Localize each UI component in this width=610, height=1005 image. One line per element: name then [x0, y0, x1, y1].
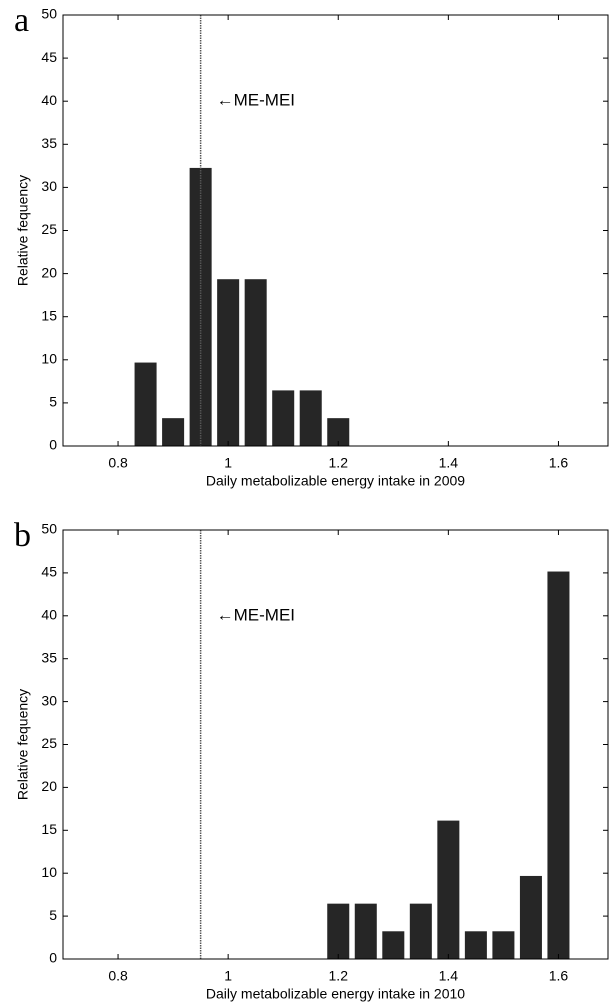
y-tick-label: 50: [41, 521, 57, 537]
y-tick-label: 40: [41, 92, 57, 108]
x-tick-label: 0.8: [108, 455, 128, 471]
bar: [162, 418, 185, 446]
bar: [272, 390, 295, 446]
x-axis-label: Daily metabolizable energy intake in 200…: [206, 473, 465, 489]
bar: [382, 931, 405, 959]
x-tick-label: 1.4: [439, 455, 459, 471]
y-tick-label: 0: [49, 950, 57, 966]
y-tick-label: 5: [49, 394, 57, 410]
y-tick-label: 30: [41, 178, 57, 194]
y-tick-label: 5: [49, 907, 57, 923]
y-tick-label: 20: [41, 778, 57, 794]
annotation: ←ME-MEI: [217, 91, 295, 110]
y-tick-label: 45: [41, 564, 57, 580]
bar: [354, 903, 377, 959]
bar: [464, 931, 487, 959]
x-tick-label: 1.4: [439, 968, 459, 984]
bar: [134, 362, 157, 446]
x-tick-label: 0.8: [108, 968, 128, 984]
y-tick-label: 20: [41, 264, 57, 280]
bar: [244, 279, 267, 446]
y-tick-label: 0: [49, 437, 57, 453]
y-tick-label: 35: [41, 135, 57, 151]
x-tick-label: 1.6: [549, 455, 569, 471]
bar: [519, 875, 542, 959]
bar: [409, 903, 432, 959]
annotation: ←ME-MEI: [217, 605, 295, 624]
x-tick-label: 1.2: [329, 455, 349, 471]
bar: [547, 571, 570, 959]
bar: [299, 390, 322, 446]
x-axis-label: Daily metabolizable energy intake in 201…: [206, 986, 465, 1002]
x-tick-label: 1: [224, 968, 232, 984]
bar: [327, 418, 350, 446]
x-tick-label: 1.2: [329, 968, 349, 984]
y-tick-label: 25: [41, 221, 57, 237]
bar: [437, 820, 460, 959]
y-tick-label: 40: [41, 607, 57, 623]
y-tick-label: 30: [41, 692, 57, 708]
y-tick-label: 10: [41, 351, 57, 367]
y-tick-label: 15: [41, 307, 57, 323]
panel-label: a: [14, 2, 29, 39]
y-axis-label: Relative fequency: [15, 175, 31, 286]
panel-label: b: [14, 517, 31, 554]
y-tick-label: 25: [41, 735, 57, 751]
y-tick-label: 10: [41, 864, 57, 880]
y-tick-label: 15: [41, 821, 57, 837]
y-axis-label: Relative fequency: [15, 689, 31, 800]
y-tick-label: 50: [41, 6, 57, 22]
bar: [217, 279, 240, 446]
x-tick-label: 1.6: [549, 968, 569, 984]
bar: [492, 931, 515, 959]
x-tick-label: 1: [224, 455, 232, 471]
bar: [327, 903, 350, 959]
bar: [189, 167, 212, 446]
y-tick-label: 35: [41, 649, 57, 665]
y-tick-label: 45: [41, 49, 57, 65]
